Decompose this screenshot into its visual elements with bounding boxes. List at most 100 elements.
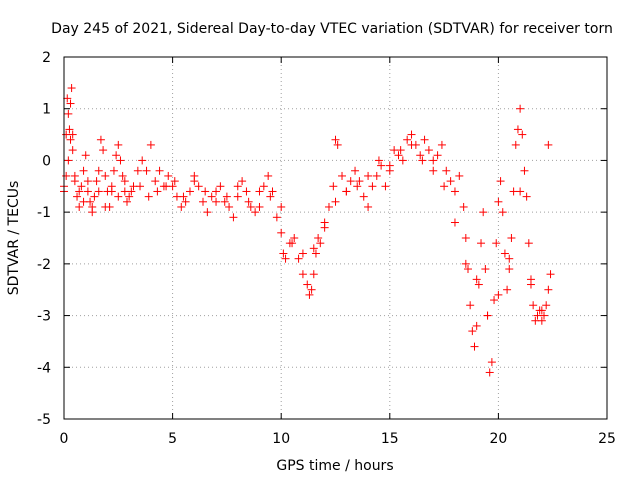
data-point (433, 151, 442, 160)
data-point (342, 187, 351, 196)
data-point (316, 239, 325, 248)
data-point (468, 327, 477, 336)
data-point (472, 275, 481, 284)
data-point (355, 177, 364, 186)
data-point (529, 301, 538, 310)
data-point (290, 234, 299, 242)
data-point (212, 197, 221, 206)
data-point (418, 156, 427, 165)
y-tick-label: 0 (42, 153, 51, 169)
data-point (79, 197, 88, 206)
data-point (338, 171, 347, 180)
data-point (437, 140, 446, 149)
data-point (320, 218, 329, 227)
x-tick-label: 20 (489, 431, 507, 447)
data-point (381, 182, 390, 191)
data-point (487, 358, 496, 367)
data-point (303, 280, 312, 289)
data-point (374, 156, 383, 165)
data-point (75, 187, 84, 196)
data-point (62, 171, 71, 180)
data-point (494, 197, 503, 206)
data-point (77, 182, 86, 191)
data-point (118, 171, 127, 180)
chart-title: Day 245 of 2021, Sidereal Day-to-day VTE… (51, 21, 613, 37)
data-point (403, 135, 412, 144)
data-point (424, 146, 433, 155)
data-point (298, 249, 307, 258)
data-point (544, 285, 553, 294)
data-point (429, 156, 438, 165)
data-point (153, 187, 162, 196)
data-point (170, 177, 179, 186)
data-point (109, 166, 118, 175)
data-point (351, 166, 360, 175)
data-point (133, 166, 142, 175)
data-point (122, 197, 131, 206)
data-point (505, 265, 514, 274)
data-point (112, 151, 121, 160)
data-point (107, 182, 116, 191)
data-point (255, 202, 264, 211)
data-point (461, 259, 470, 268)
data-point (513, 125, 522, 134)
y-tick-label: 2 (42, 50, 51, 66)
data-point (311, 249, 320, 258)
x-tick-label: 15 (381, 431, 399, 447)
data-point (372, 171, 381, 180)
data-point (364, 171, 373, 180)
data-point (277, 228, 286, 237)
data-point (450, 187, 459, 196)
x-tick-label: 25 (598, 431, 616, 447)
data-point (225, 202, 234, 211)
data-point (68, 146, 77, 155)
data-point (470, 342, 479, 351)
data-point (279, 249, 288, 258)
data-point (518, 130, 527, 139)
data-point (127, 187, 136, 196)
data-point (446, 177, 455, 186)
data-point (185, 187, 194, 196)
data-point (179, 192, 188, 201)
x-axis-label: GPS time / hours (276, 458, 393, 474)
y-tick-label: -2 (37, 257, 51, 273)
data-point (416, 151, 425, 160)
data-point (229, 213, 238, 222)
grid-layer (64, 57, 607, 419)
data-point (353, 182, 362, 191)
data-point (233, 192, 242, 201)
data-point (305, 290, 314, 299)
data-point (407, 140, 416, 149)
data-point (114, 140, 123, 149)
data-point (88, 202, 97, 211)
data-point (314, 234, 323, 242)
data-point (203, 208, 212, 217)
data-point (92, 177, 101, 186)
data-point (151, 177, 160, 186)
data-point (329, 182, 338, 191)
data-point (201, 187, 210, 196)
data-point (479, 208, 488, 217)
data-point (331, 135, 340, 144)
data-point (544, 140, 553, 149)
data-point (190, 177, 199, 186)
data-point (461, 234, 470, 242)
data-point (359, 192, 368, 201)
data-point (181, 197, 190, 206)
data-point (511, 140, 520, 149)
data-point (429, 166, 438, 175)
data-point (222, 192, 231, 201)
x-tick-label: 5 (168, 431, 177, 447)
data-point (259, 182, 268, 191)
data-point (542, 301, 551, 310)
data-point (368, 182, 377, 191)
data-point (207, 192, 216, 201)
data-point (116, 156, 125, 165)
data-point (266, 192, 275, 201)
data-point (255, 187, 264, 196)
data-point (474, 280, 483, 289)
data-point (83, 177, 92, 186)
data-point (144, 192, 153, 201)
y-axis-label: SDTVAR / TECUs (6, 181, 22, 296)
